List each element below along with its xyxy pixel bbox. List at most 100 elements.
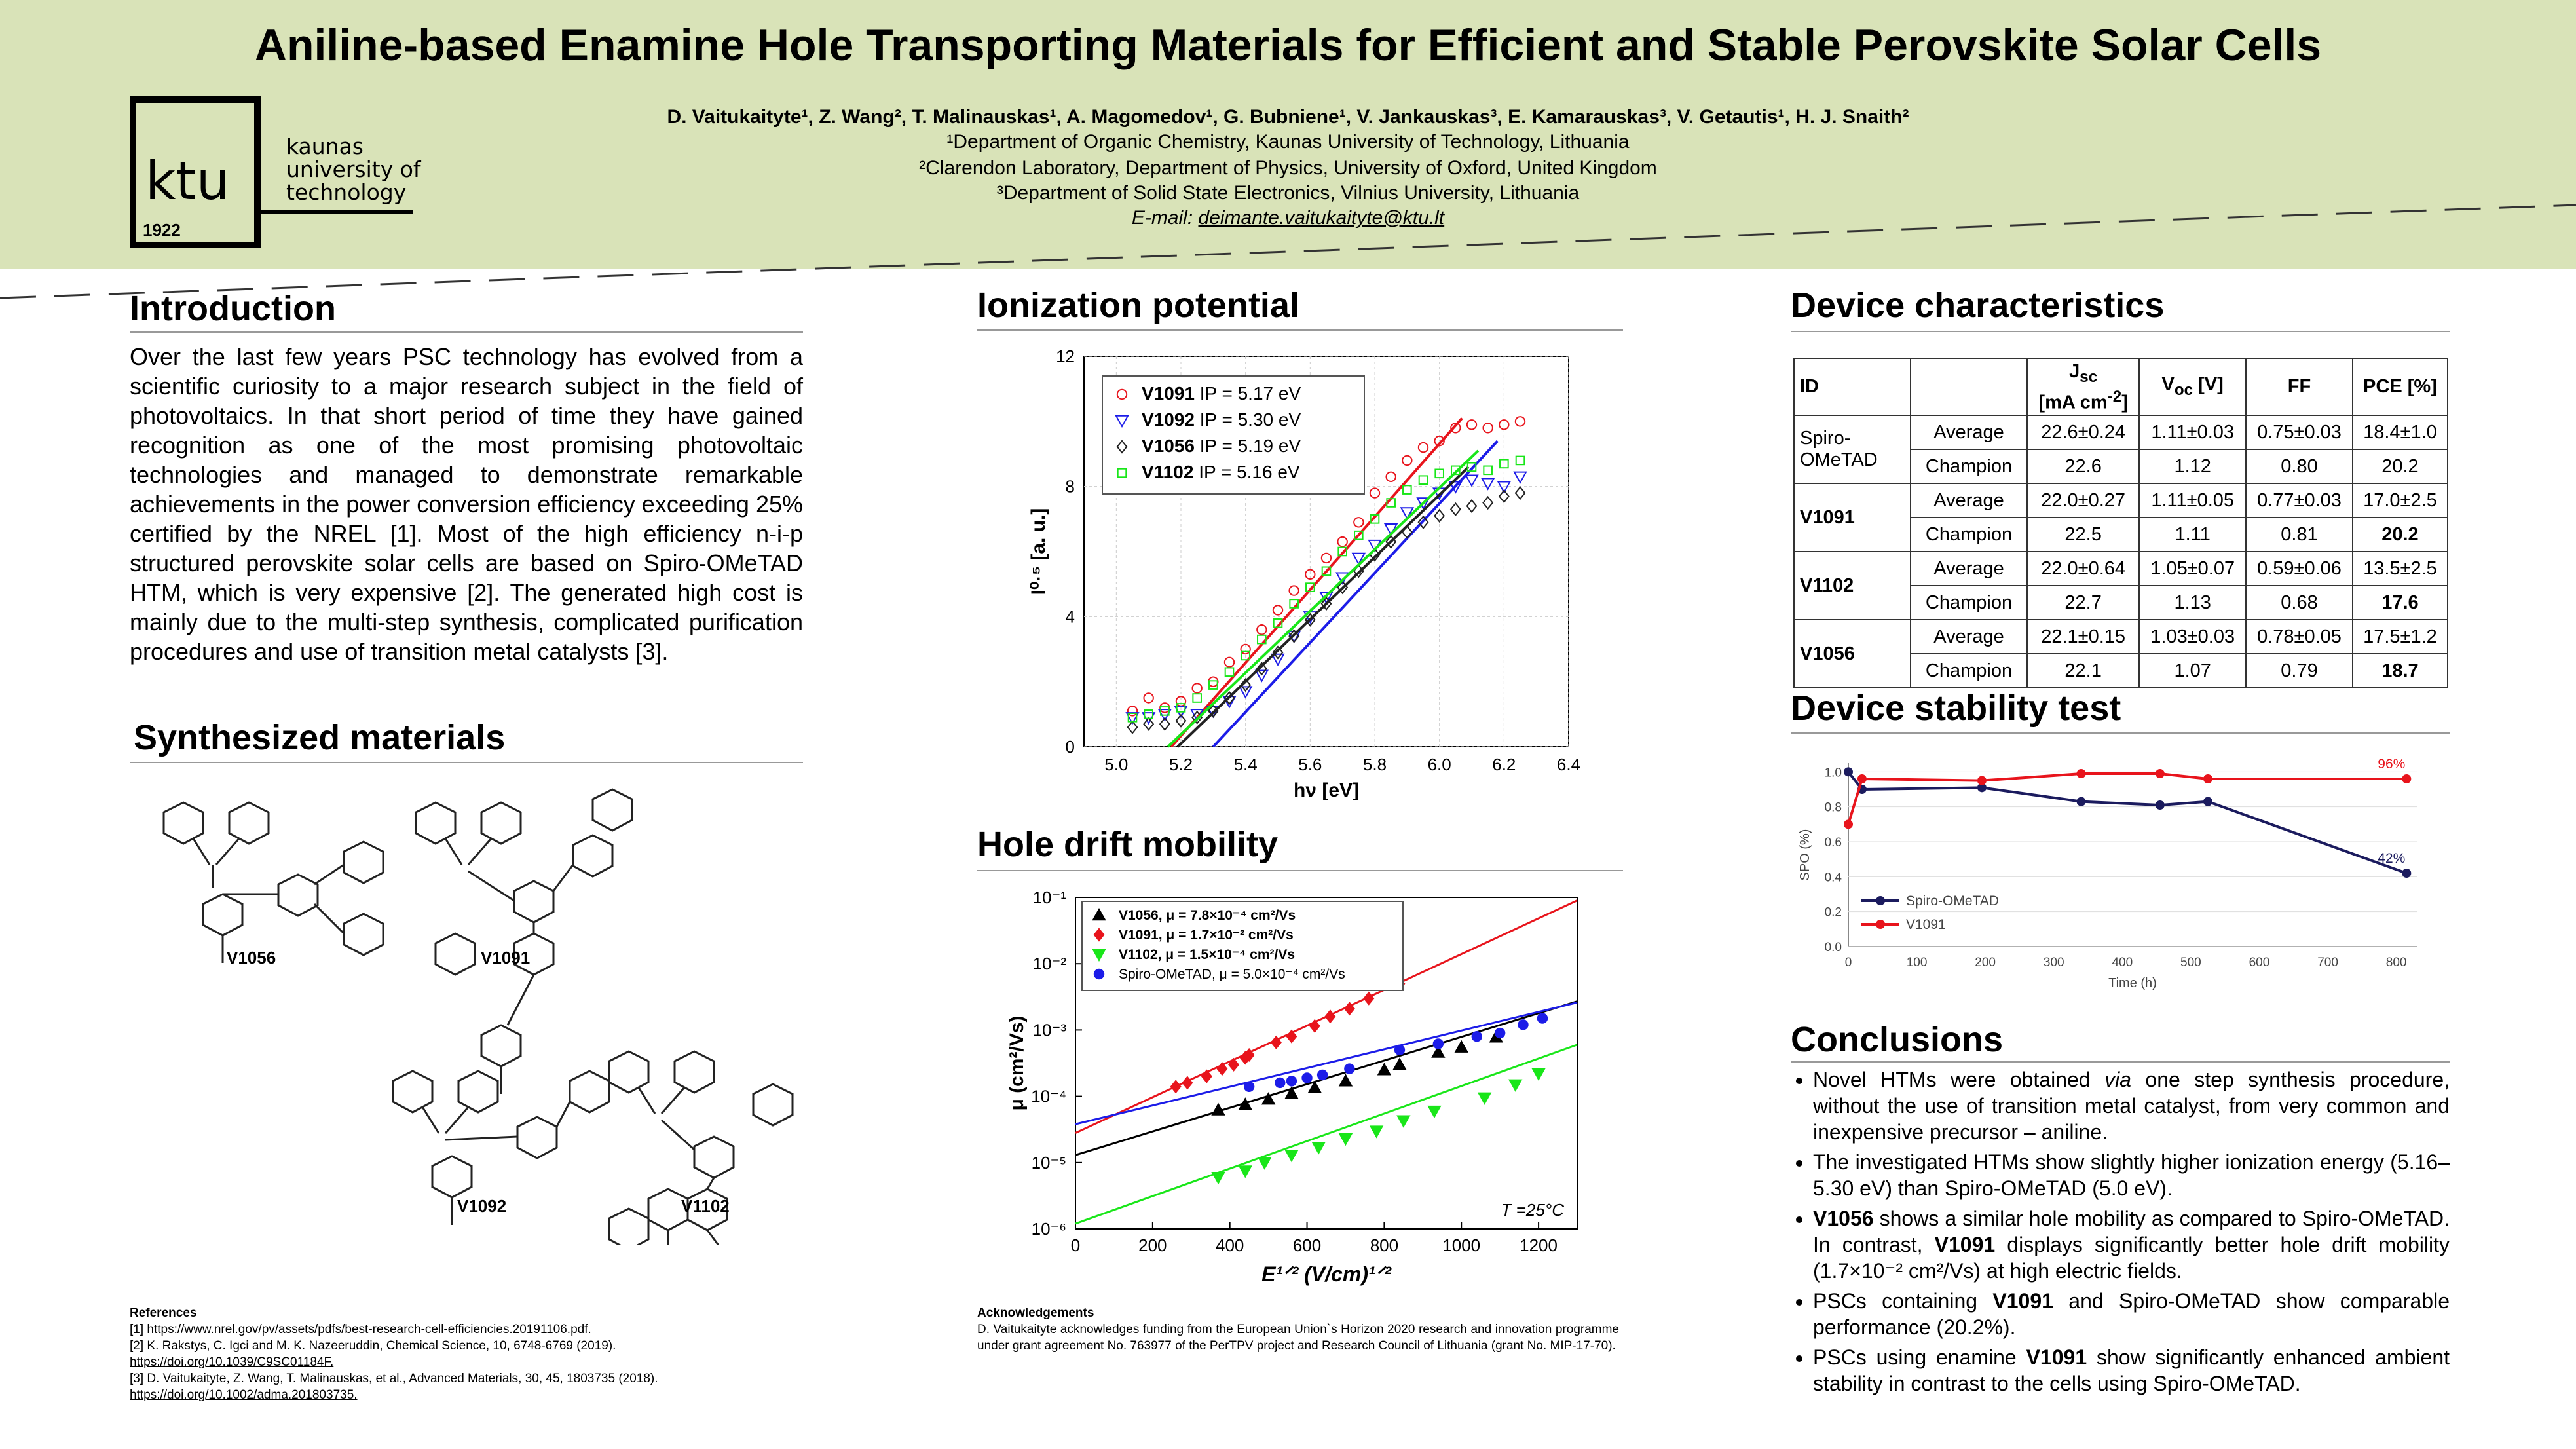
table-row: Champion 22.5 1.11 0.81 20.2 [1794,517,2449,553]
data-point-V1102 [1241,650,1250,661]
data-point-V1092 [1400,507,1415,520]
molecule-v1056 [162,801,384,963]
affiliation-3: ³Department of Solid State Electronics, … [996,182,1580,204]
x-tick-label: 5.2 [1169,755,1193,774]
data-point-V1102 [1337,546,1347,557]
data-point-Spiro-OMeTAD [1301,1072,1313,1083]
data-point-V1056 [1320,596,1332,611]
legend-entry-V1056: V1056 IP = 5.19 eV [1142,436,1301,456]
legend-entry-V1056: V1056, μ = 7.8×10⁻⁴ cm²/Vs [1119,908,1296,923]
th-blank [1910,357,2028,417]
table-cell: Champion [1910,449,2028,485]
table-cell: Champion [1910,585,2028,621]
data-point-V1091 [1256,624,1267,635]
legend-series-value: IP = 5.30 eV [1195,409,1301,430]
data-point-V1091 [1201,1069,1212,1083]
data-point-V1056 [1466,499,1478,514]
table-cell: 0.68 [2245,585,2353,621]
data-point-V1102 [1211,1172,1225,1185]
data-point-V1092 [1254,669,1269,683]
molecule-v1091 [415,788,633,1094]
conclusion-text: The investigated HTMs show slightly high… [1813,1150,2450,1200]
reference-3-link[interactable]: https://doi.org/10.1002/adma.201803735. [130,1388,358,1402]
conclusions-heading: Conclusions [1791,1020,2004,1059]
header-banner [0,0,2576,269]
table-cell: 0.77±0.03 [2245,483,2353,519]
data-point-V1056 [1401,525,1413,539]
legend-entry-V1091: V1091 [1906,917,1946,932]
data-point-V1092 [1465,474,1479,487]
table-cell: 0.79 [2245,653,2353,689]
table-header-row: ID Jsc [mA cm-2] Voc [V] FF PCE [%] [1793,357,2449,417]
affiliation-1: ¹Department of Organic Chemistry, Kaunas… [946,131,1630,153]
table-cell: 22.6 [2026,449,2140,485]
legend-entry-Spiro-OMeTAD: Spiro-OMeTAD, μ = 5.0×10⁻⁴ cm²/Vs [1119,967,1345,982]
y-axis-label: μ (cm²/Vs) [1006,1015,1028,1110]
reference-3: [3] D. Vaitukaityte, Z. Wang, T. Malinau… [130,1372,658,1385]
data-point-V1091 [1143,692,1154,704]
table-cell: 0.78±0.05 [2245,619,2353,655]
data-point-V1091 [1466,419,1478,430]
data-point-V1102 [1160,706,1170,716]
acknowledgements-block: Acknowledgements D. Vaitukaityte acknowl… [977,1305,1619,1354]
conclusion-text: PSCs containing [1813,1289,1993,1313]
temperature-annotation: T =25°C [1501,1200,1565,1220]
data-point-Spiro-OMeTAD [2076,797,2086,806]
data-point-V1056 [1238,1097,1252,1110]
fit-line-V1092 [1212,440,1499,748]
label-v1102: V1102 [681,1196,730,1216]
data-point-V1056 [1482,495,1494,510]
x-axis-label: hν [eV] [1294,780,1359,801]
data-point-V1091 [1223,656,1235,668]
x-tick-label: 600 [1293,1235,1321,1255]
data-point-V1092 [1416,497,1430,510]
x-tick-label: 0 [1845,956,1852,969]
y-tick-label: 0.2 [1825,906,1842,920]
data-point-V1091 [1182,1076,1193,1090]
molecule-structures [162,788,794,1245]
x-tick-label: 5.6 [1298,755,1322,774]
cell-device-id: V1102 [1793,551,1911,621]
table-row: Spiro-OMeTAD Average 22.6±0.24 1.11±0.03 0.7… [1793,415,2449,485]
device-table: ID Jsc [mA cm-2] Voc [V] FF PCE [%] Spiro… [1793,357,2449,689]
table-cell: 22.1±0.15 [2026,619,2140,655]
data-point-V1102 [1427,1105,1442,1119]
reference-2-link[interactable]: https://doi.org/10.1039/C9SC01184F. [130,1355,334,1369]
data-point-V1102 [1354,530,1364,540]
stability-chart: 0.0 0.2 0.4 0.6 0.8 1.0 0 100 200 300 400 500 600 700… [1798,757,2417,990]
y-tick-label: 0.4 [1825,871,1842,884]
data-point-V1056 [1223,690,1235,706]
cell-device-id: V1091 [1793,483,1911,553]
table-cell: 1.11±0.05 [2138,483,2247,519]
fit-line-Spiro-OMeTAD [1075,1001,1578,1125]
ionization-heading: Ionization potential [977,286,1299,325]
data-point-V1091 [1353,517,1364,528]
data-point-V1102 [1499,459,1509,469]
legend-marker-V1056 [1116,440,1128,454]
conclusion-text: V1091 [2026,1346,2087,1369]
table-row: Champion 22.1 1.07 0.79 18.7 [1794,653,2449,689]
data-point-V1056 [1417,515,1429,529]
data-point-V1102 [1477,1092,1492,1105]
email-line: E-mail: deimante.vaitukaityte@ktu.lt [458,207,2118,229]
data-point-Spiro-OMeTAD [1977,783,1987,793]
data-point-V1056 [1431,1045,1446,1058]
table-cell: Champion [1910,517,2028,553]
email-link[interactable]: deimante.vaitukaityte@ktu.lt [1198,207,1445,229]
data-point-V1102 [1466,462,1477,472]
end-label-Spiro-OMeTAD: 42% [2378,851,2405,866]
data-point-V1102 [1370,514,1380,524]
table-cell: 1.13 [2138,585,2247,621]
data-point-V1092 [1497,481,1512,494]
x-tick-label: 600 [2249,956,2270,969]
data-point-V1056 [1449,502,1461,517]
x-axis-label: Time (h) [2108,976,2157,990]
legend-series-name: V1092 [1142,409,1195,430]
data-point-V1091 [2402,774,2412,783]
legend-entry-V1091: V1091, μ = 1.7×10⁻² cm²/Vs [1119,928,1294,943]
introduction-rule [130,331,803,333]
data-point-V1092 [1238,686,1253,699]
table-row: Champion 22.7 1.13 0.68 17.6 [1794,585,2449,621]
x-tick-label: 1200 [1520,1235,1558,1255]
data-point-V1091 [1243,1047,1255,1063]
